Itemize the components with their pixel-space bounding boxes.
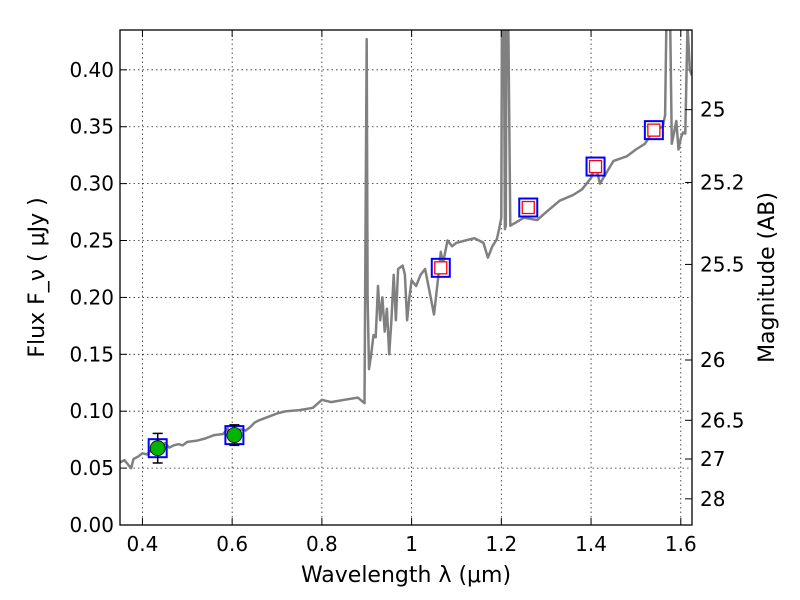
y-tick-label: 0.15 bbox=[69, 342, 114, 366]
grid bbox=[120, 30, 692, 526]
right-axis-label: Magnitude (AB) bbox=[755, 192, 780, 363]
model-square-marker bbox=[518, 197, 539, 218]
x-tick-label: 0.8 bbox=[306, 532, 338, 556]
plot-frame bbox=[119, 29, 693, 526]
observed-point bbox=[149, 440, 166, 457]
x-tick-label: 1 bbox=[405, 532, 418, 556]
y-tick-label: 0.25 bbox=[69, 229, 114, 253]
spectrum-line bbox=[120, 30, 692, 470]
limit-square-marker bbox=[521, 200, 535, 215]
model-square-marker bbox=[585, 156, 606, 177]
x-axis-label: Wavelength λ (μm) bbox=[301, 563, 511, 588]
y-axis-label: Flux F_ν ( μJy ) bbox=[25, 197, 50, 357]
model-square-marker bbox=[430, 257, 451, 278]
data-layer bbox=[120, 30, 692, 470]
right-tick-label: 26.5 bbox=[700, 408, 745, 432]
x-tick-label: 1.4 bbox=[575, 532, 607, 556]
y-tick-label: 0.35 bbox=[69, 115, 114, 139]
y-tick-label: 0.40 bbox=[69, 58, 114, 82]
limit-square-marker bbox=[434, 261, 448, 275]
x-tick-label: 0.6 bbox=[216, 532, 248, 556]
model-square-marker bbox=[643, 120, 664, 141]
x-tick-label: 1.2 bbox=[485, 532, 517, 556]
x-tick-label: 1.6 bbox=[665, 532, 697, 556]
right-tick-label: 28 bbox=[700, 487, 725, 511]
series-group bbox=[120, 30, 692, 470]
y-tick-label: 0.20 bbox=[69, 285, 114, 309]
ticks: 0.4 0.6 0.8 1 1.2 1.4 1.6 0.00 0.05 0.10 0.15 0.20 0… bbox=[69, 30, 745, 556]
right-tick-label: 25.5 bbox=[700, 252, 745, 276]
right-tick-label: 26 bbox=[700, 348, 725, 372]
limit-square-marker bbox=[647, 123, 661, 137]
observed-point bbox=[226, 427, 243, 444]
y-tick-label: 0.30 bbox=[69, 172, 114, 196]
x-tick-label: 0.4 bbox=[127, 532, 159, 556]
y-tick-label: 0.00 bbox=[69, 513, 114, 537]
right-tick-label: 25 bbox=[700, 98, 725, 122]
right-tick-label: 25.2 bbox=[700, 170, 745, 194]
right-tick-label: 27 bbox=[700, 447, 725, 471]
limit-square-marker bbox=[588, 159, 603, 174]
y-tick-label: 0.10 bbox=[69, 399, 114, 423]
y-tick-label: 0.05 bbox=[69, 456, 114, 480]
